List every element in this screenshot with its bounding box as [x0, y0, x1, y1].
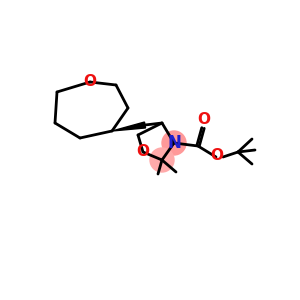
Text: O: O: [136, 145, 149, 160]
Circle shape: [162, 131, 186, 155]
Circle shape: [150, 148, 174, 172]
Polygon shape: [112, 122, 146, 131]
Text: O: O: [197, 112, 211, 128]
Text: O: O: [211, 148, 224, 164]
Text: O: O: [83, 74, 97, 88]
Text: N: N: [167, 134, 181, 152]
